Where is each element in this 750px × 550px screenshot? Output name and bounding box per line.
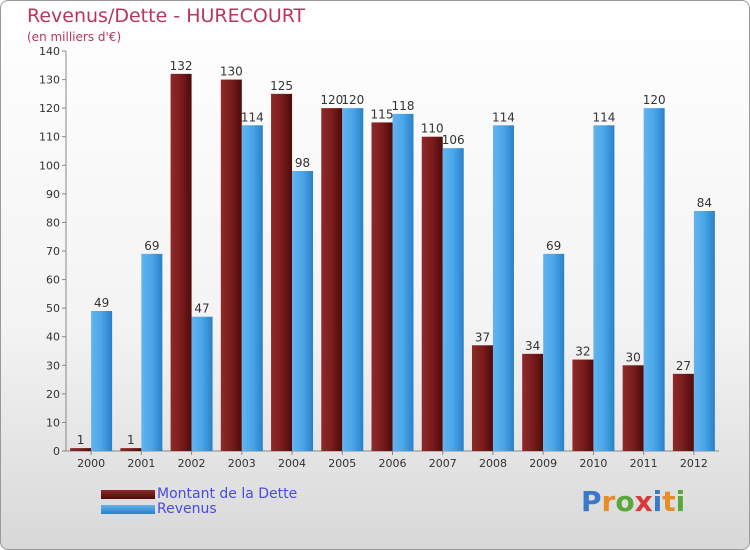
data-label-revenue: 114 <box>241 110 264 124</box>
legend-label-revenue: Revenus <box>157 501 217 517</box>
bar-debt <box>622 365 644 451</box>
bar-revenue <box>241 125 263 452</box>
data-label-debt: 132 <box>170 59 193 73</box>
bar-debt <box>220 79 242 452</box>
y-tick-label: 110 <box>39 131 60 144</box>
data-label-revenue: 114 <box>592 110 615 124</box>
data-label-revenue: 98 <box>295 156 310 170</box>
logo-letter: x <box>634 485 653 518</box>
x-tick-label: 2001 <box>127 457 155 470</box>
data-label-revenue: 69 <box>546 239 561 253</box>
bar-debt <box>471 345 493 451</box>
y-tick-label: 80 <box>46 216 60 229</box>
x-tick-label: 2003 <box>228 457 256 470</box>
data-label-debt: 1 <box>77 433 85 447</box>
logo-letter: i <box>652 485 663 518</box>
legend-swatch-revenue <box>101 505 155 514</box>
data-label-debt: 37 <box>475 330 490 344</box>
legend-swatch-debt <box>101 490 155 499</box>
chart-title: Revenus/Dette - HURECOURT <box>27 5 306 27</box>
logo-letter: i <box>675 485 686 518</box>
x-tick-label: 2004 <box>278 457 306 470</box>
logo-letter: t <box>662 485 676 518</box>
bar-debt <box>672 373 694 451</box>
x-tick-label: 2005 <box>328 457 356 470</box>
logo-letter: P <box>581 485 602 518</box>
x-tick-label: 2011 <box>630 457 658 470</box>
bar-revenue <box>342 108 364 452</box>
x-tick-label: 2009 <box>529 457 557 470</box>
data-label-debt: 1 <box>127 433 135 447</box>
bar-revenue <box>91 311 113 451</box>
y-tick-label: 140 <box>39 45 60 58</box>
data-label-debt: 130 <box>220 65 243 79</box>
x-tick-label: 2012 <box>680 457 708 470</box>
y-tick-label: 130 <box>39 74 60 87</box>
y-tick-label: 0 <box>53 445 60 458</box>
data-label-debt: 110 <box>421 122 444 136</box>
data-label-revenue: 120 <box>643 93 666 107</box>
bar-revenue <box>392 113 414 451</box>
y-tick-label: 30 <box>46 359 60 372</box>
bar-revenue <box>543 253 565 451</box>
data-label-revenue: 114 <box>492 110 515 124</box>
bar-revenue <box>643 108 665 452</box>
bar-debt <box>70 448 92 451</box>
y-tick-label: 20 <box>46 388 60 401</box>
proxiti-logo: Proxiti <box>581 485 685 518</box>
bar-debt <box>371 122 393 451</box>
bar-debt <box>271 93 293 451</box>
data-label-debt: 32 <box>575 345 590 359</box>
data-label-revenue: 118 <box>392 99 415 113</box>
x-tick-label: 2000 <box>77 457 105 470</box>
bar-revenue <box>593 125 615 452</box>
x-tick-label: 2010 <box>579 457 607 470</box>
data-label-revenue: 120 <box>341 93 364 107</box>
x-tick-label: 2008 <box>479 457 507 470</box>
x-tick-label: 2007 <box>429 457 457 470</box>
data-label-revenue: 49 <box>94 296 109 310</box>
data-label-revenue: 84 <box>697 196 712 210</box>
bar-revenue <box>141 253 163 451</box>
y-tick-label: 50 <box>46 302 60 315</box>
bar-revenue <box>442 148 464 451</box>
bar-debt <box>522 353 544 451</box>
y-tick-label: 100 <box>39 159 60 172</box>
y-tick-label: 120 <box>39 102 60 115</box>
y-tick-label: 10 <box>46 416 60 429</box>
y-tick-label: 90 <box>46 188 60 201</box>
x-tick-label: 2006 <box>379 457 407 470</box>
data-label-debt: 34 <box>525 339 540 353</box>
bar-debt <box>321 108 343 452</box>
logo-letter: o <box>615 485 635 518</box>
data-label-debt: 120 <box>320 93 343 107</box>
bar-revenue <box>292 171 314 451</box>
bar-debt <box>572 359 594 451</box>
legend-label-debt: Montant de la Dette <box>157 486 298 502</box>
x-tick-label: 2002 <box>178 457 206 470</box>
y-tick-label: 40 <box>46 331 60 344</box>
bar-revenue <box>492 125 514 452</box>
bar-revenue <box>693 211 715 451</box>
y-tick-label: 60 <box>46 274 60 287</box>
data-label-debt: 115 <box>371 107 394 121</box>
logo-letter: r <box>601 485 616 518</box>
data-label-revenue: 106 <box>442 133 465 147</box>
chart-unit-label: (en milliers d'€) <box>27 30 122 44</box>
data-label-debt: 30 <box>626 350 641 364</box>
bar-debt <box>170 73 192 451</box>
data-label-revenue: 69 <box>144 239 159 253</box>
data-label-debt: 27 <box>676 359 691 373</box>
y-tick-label: 70 <box>46 245 60 258</box>
bar-debt <box>421 136 443 451</box>
bar-revenue <box>191 316 213 451</box>
bar-debt <box>120 448 142 451</box>
data-label-debt: 125 <box>270 79 293 93</box>
data-label-revenue: 47 <box>194 302 209 316</box>
